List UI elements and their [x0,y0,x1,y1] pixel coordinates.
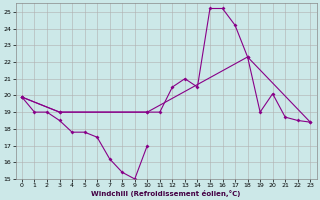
X-axis label: Windchill (Refroidissement éolien,°C): Windchill (Refroidissement éolien,°C) [92,190,241,197]
